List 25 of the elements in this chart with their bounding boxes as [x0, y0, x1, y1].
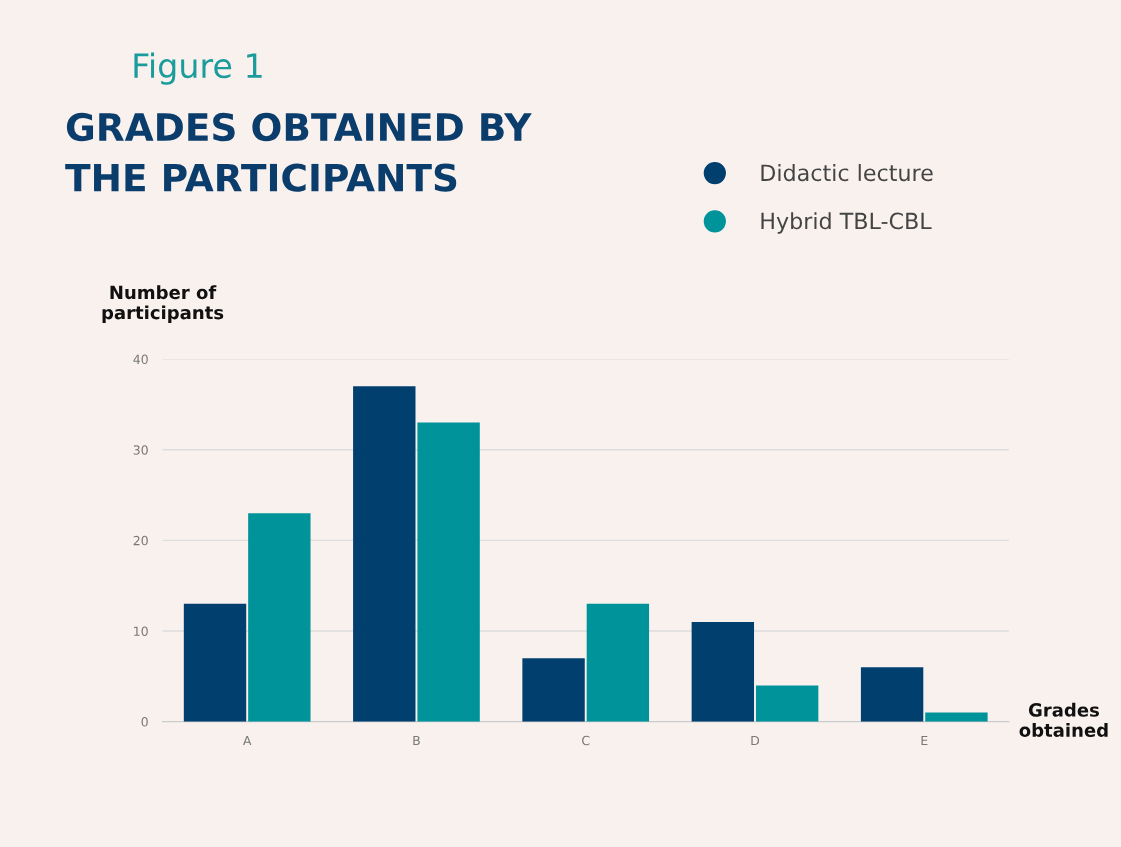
y-tick-label: 0 [141, 717, 148, 727]
bar [691, 621, 755, 722]
bar [353, 386, 416, 722]
x-tick-label: C [582, 735, 590, 746]
x-tick-label: E [921, 735, 928, 746]
legend-label: Didactic lecture [761, 163, 933, 182]
y-axis-title: Number of participants [102, 285, 224, 323]
y-tick-label: 10 [134, 626, 148, 636]
bar [417, 422, 480, 722]
bar [755, 685, 819, 722]
bar [248, 513, 311, 722]
y-tick-label: 20 [133, 535, 148, 546]
bar [586, 603, 650, 722]
y-tick-label: 40 [133, 354, 148, 365]
x-tick-label: A [243, 735, 252, 746]
bar [183, 603, 247, 722]
x-tick-label: D [751, 735, 760, 746]
legend-label: Hybrid TBL-CBL [761, 212, 932, 234]
chart-subtitle: GRADES OBTAINED BY THE PARTICIPANTS [65, 112, 532, 192]
x-tick-label: B [413, 735, 420, 746]
chart-title: Figure 1 [134, 52, 262, 85]
x-axis-title: Grades obtained [1019, 702, 1108, 737]
y-tick-label: 30 [133, 445, 148, 455]
bar [522, 658, 585, 722]
bar [860, 667, 924, 722]
